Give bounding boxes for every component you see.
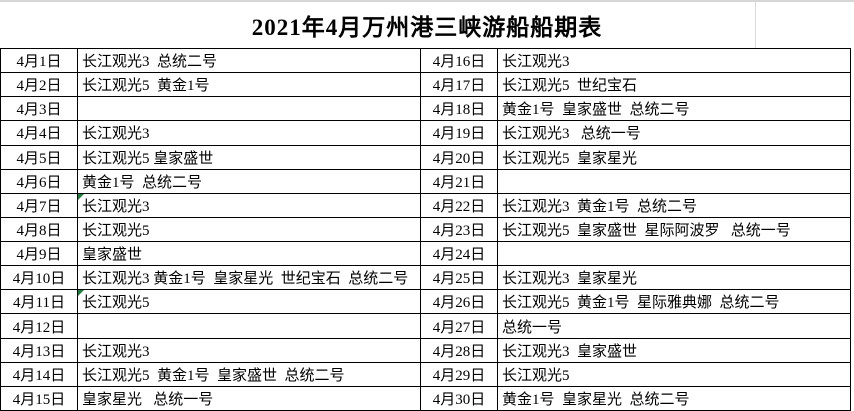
ships-text: 长江观光5 世纪宝石 bbox=[502, 78, 638, 95]
date-cell[interactable]: 4月25日 bbox=[421, 266, 498, 291]
date-cell[interactable]: 4月12日 bbox=[1, 314, 78, 339]
ships-cell[interactable] bbox=[78, 314, 421, 339]
ships-cell[interactable]: 长江观光5 黄金1号 皇家盛世 总统二号 bbox=[78, 362, 421, 387]
ships-cell[interactable]: 总统一号 bbox=[498, 314, 851, 339]
date-cell[interactable]: 4月14日 bbox=[1, 362, 78, 387]
date-cell[interactable]: 4月26日 bbox=[421, 290, 498, 315]
ships-text: 长江观光3 皇家星光 bbox=[502, 271, 638, 288]
date-cell[interactable]: 4月19日 bbox=[421, 121, 498, 146]
date-cell[interactable]: 4月24日 bbox=[421, 242, 498, 267]
ships-cell[interactable]: 长江观光5 皇家盛世 星际阿波罗 总统一号 bbox=[498, 217, 851, 243]
ships-cell[interactable]: 长江观光3 bbox=[78, 121, 421, 146]
ships-cell[interactable]: 长江观光5 皇家盛世 bbox=[78, 145, 421, 170]
date-cell[interactable]: 4月6日 bbox=[1, 169, 78, 194]
date-cell[interactable]: 4月20日 bbox=[421, 145, 498, 170]
schedule-right-half: 4月16日 长江观光3 4月17日 长江观光5 世纪宝石 4月18日 黄金1号 皇家盛世 … bbox=[421, 48, 851, 411]
ships-cell[interactable]: 长江观光3 总统二号 bbox=[78, 49, 421, 74]
ships-cell[interactable]: 长江观光5 皇家星光 bbox=[498, 145, 851, 170]
date-cell[interactable]: 4月27日 bbox=[421, 314, 498, 339]
ships-text: 长江观光5 皇家盛世 bbox=[82, 150, 214, 167]
date-cell[interactable]: 4月29日 bbox=[421, 362, 498, 387]
date-cell[interactable]: 4月15日 bbox=[1, 386, 78, 411]
date-cell[interactable]: 4月18日 bbox=[421, 97, 498, 122]
date-cell[interactable]: 4月5日 bbox=[1, 145, 78, 170]
date-cell[interactable]: 4月28日 bbox=[421, 338, 498, 363]
error-indicator-icon bbox=[78, 193, 84, 200]
ships-text: 长江观光3 黄金1号 总统二号 bbox=[502, 198, 698, 215]
date-cell[interactable]: 4月11日 bbox=[1, 290, 78, 315]
schedule-left-half: 4月1日 长江观光3 总统二号 4月2日 长江观光5 黄金1号 4月3日 4月4日 长江观光… bbox=[0, 48, 421, 411]
ships-text: 长江观光5 皇家盛世 星际阿波罗 总统一号 bbox=[502, 222, 791, 239]
date-cell[interactable]: 4月1日 bbox=[1, 49, 78, 74]
ships-text: 长江观光3 bbox=[82, 198, 150, 215]
ships-text: 长江观光5 黄金1号 皇家盛世 总统二号 bbox=[82, 367, 345, 384]
schedule-table: 4月1日 长江观光3 总统二号 4月2日 长江观光5 黄金1号 4月3日 4月4日 长江观光… bbox=[0, 48, 854, 411]
ships-cell[interactable]: 长江观光3 bbox=[498, 49, 851, 74]
ships-cell[interactable]: 长江观光3 黄金1号 总统二号 bbox=[498, 193, 851, 218]
ships-text: 黄金1号 总统二号 bbox=[82, 174, 203, 191]
date-cell[interactable]: 4月23日 bbox=[421, 217, 498, 243]
ships-cell[interactable]: 长江观光3 bbox=[78, 338, 421, 363]
ships-cell[interactable]: 长江观光5 bbox=[78, 290, 421, 315]
date-cell[interactable]: 4月9日 bbox=[1, 242, 78, 267]
ships-cell[interactable]: 长江观光3 皇家星光 bbox=[498, 266, 851, 291]
ships-cell[interactable]: 长江观光5 黄金1号 bbox=[78, 73, 421, 98]
ships-text: 黄金1号 皇家星光 总统二号 bbox=[502, 391, 690, 408]
ships-text: 长江观光5 黄金1号 bbox=[82, 78, 210, 95]
date-cell[interactable]: 4月16日 bbox=[421, 49, 498, 74]
ships-text: 长江观光3 总统二号 bbox=[82, 54, 218, 71]
ships-cell[interactable]: 黄金1号 皇家星光 总统二号 bbox=[498, 386, 851, 411]
ships-text: 长江观光3 总统一号 bbox=[502, 126, 641, 143]
ships-cell[interactable]: 黄金1号 总统二号 bbox=[78, 169, 421, 194]
ships-text: 长江观光5 皇家星光 bbox=[502, 150, 638, 167]
ships-cell[interactable]: 皇家星光 总统一号 bbox=[78, 386, 421, 411]
ships-cell[interactable]: 黄金1号 皇家盛世 总统二号 bbox=[498, 97, 851, 122]
ships-text: 长江观光3 黄金1号 皇家星光 世纪宝石 总统二号 bbox=[82, 271, 409, 288]
ships-text: 长江观光5 bbox=[82, 222, 150, 239]
ships-cell[interactable]: 长江观光3 bbox=[78, 193, 421, 218]
date-cell[interactable]: 4月21日 bbox=[421, 169, 498, 194]
ships-cell[interactable]: 长江观光5 黄金1号 星际雅典娜 总统二号 bbox=[498, 290, 851, 315]
ships-text: 长江观光3 bbox=[82, 343, 150, 360]
date-cell[interactable]: 4月13日 bbox=[1, 338, 78, 363]
ships-cell[interactable]: 长江观光5 世纪宝石 bbox=[498, 73, 851, 98]
title-band: 2021年4月万州港三峡游船船期表 bbox=[0, 0, 854, 48]
error-indicator-icon bbox=[78, 290, 84, 297]
ships-text: 长江观光5 黄金1号 星际雅典娜 总统二号 bbox=[502, 295, 780, 312]
ships-text: 长江观光5 bbox=[82, 295, 150, 312]
ships-cell[interactable] bbox=[498, 169, 851, 194]
ships-cell[interactable]: 长江观光3 黄金1号 皇家星光 世纪宝石 总统二号 bbox=[78, 266, 421, 291]
ships-text: 长江观光3 bbox=[82, 126, 150, 143]
ships-text: 总统一号 bbox=[502, 319, 563, 336]
date-cell[interactable]: 4月3日 bbox=[1, 97, 78, 122]
column-gridline bbox=[755, 2, 756, 48]
ships-text: 长江观光5 bbox=[502, 367, 570, 384]
date-cell[interactable]: 4月22日 bbox=[421, 193, 498, 218]
ships-cell[interactable]: 长江观光3 皇家盛世 bbox=[498, 338, 851, 363]
date-cell[interactable]: 4月17日 bbox=[421, 73, 498, 98]
ships-text: 皇家星光 总统一号 bbox=[82, 391, 214, 408]
ships-text: 长江观光3 bbox=[502, 54, 570, 71]
ships-text: 长江观光3 皇家盛世 bbox=[502, 343, 638, 360]
date-cell[interactable]: 4月7日 bbox=[1, 193, 78, 218]
date-cell[interactable]: 4月8日 bbox=[1, 217, 78, 243]
date-cell[interactable]: 4月30日 bbox=[421, 386, 498, 411]
date-cell[interactable]: 4月10日 bbox=[1, 266, 78, 291]
ships-cell[interactable] bbox=[78, 97, 421, 122]
ships-text: 皇家盛世 bbox=[82, 247, 143, 264]
ships-cell[interactable]: 皇家盛世 bbox=[78, 242, 421, 267]
ships-text: 黄金1号 皇家盛世 总统二号 bbox=[502, 102, 690, 119]
ships-cell[interactable]: 长江观光3 总统一号 bbox=[498, 121, 851, 146]
page-title: 2021年4月万州港三峡游船船期表 bbox=[251, 15, 603, 40]
ships-cell[interactable] bbox=[498, 242, 851, 267]
date-cell[interactable]: 4月4日 bbox=[1, 121, 78, 146]
ships-cell[interactable]: 长江观光5 bbox=[498, 362, 851, 387]
ships-cell[interactable]: 长江观光5 bbox=[78, 217, 421, 243]
date-cell[interactable]: 4月2日 bbox=[1, 73, 78, 98]
